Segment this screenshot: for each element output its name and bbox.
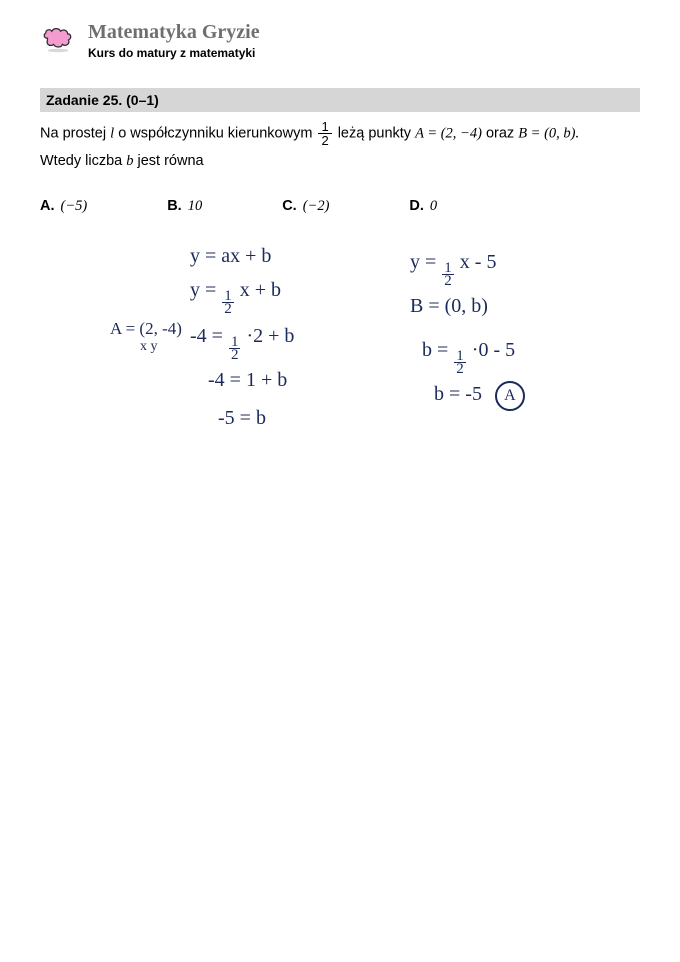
hw-line: b = -5 A <box>434 381 525 411</box>
hw-line: -4 = 1 + b <box>208 369 287 392</box>
hw-line: B = (0, b) <box>410 295 488 318</box>
handwritten-work: y = ax + b y = 12 x + b A = (2, -4) x y … <box>40 245 640 555</box>
text: Na prostej <box>40 126 110 142</box>
hw-line: -4 = 12 ·2 + b <box>190 325 294 361</box>
text: o współczynniku kierunkowym <box>118 126 316 142</box>
text: jest równa <box>138 153 204 169</box>
brain-icon <box>40 26 76 54</box>
hw-line: y = ax + b <box>190 245 271 268</box>
hw-line: y = 12 x - 5 <box>410 251 496 287</box>
var-b: b <box>126 153 133 169</box>
option-d: D.0 <box>409 198 437 215</box>
hw-line: -5 = b <box>218 407 266 430</box>
var-l: l <box>110 126 114 142</box>
fraction-half: 1 2 <box>318 120 331 147</box>
option-b: B.10 <box>167 198 202 215</box>
hw-annotation: A = (2, -4) <box>110 319 182 339</box>
circled-answer: A <box>495 381 525 411</box>
hw-line: y = 12 x + b <box>190 279 281 315</box>
brand-subtitle: Kurs do matury z matematyki <box>88 46 260 60</box>
point-a: A = (2, −4) <box>415 126 482 142</box>
hw-line: b = 12 ·0 - 5 <box>422 339 515 375</box>
task-prompt: Na prostej l o współczynniku kierunkowym… <box>40 120 640 175</box>
text: leżą punkty <box>338 126 415 142</box>
option-c: C.(−2) <box>282 198 329 215</box>
answer-options: A.(−5) B.10 C.(−2) D.0 <box>40 198 640 215</box>
task-heading: Zadanie 25. (0–1) <box>40 88 640 112</box>
text: Wtedy liczba <box>40 153 126 169</box>
denominator: 2 <box>318 134 331 147</box>
header: Matematyka Gryzie Kurs do matury z matem… <box>40 20 640 60</box>
point-b: B = (0, b). <box>518 126 579 142</box>
hw-annotation: x y <box>140 339 158 355</box>
option-a: A.(−5) <box>40 198 87 215</box>
numerator: 1 <box>318 120 331 134</box>
brand-title: Matematyka Gryzie <box>88 20 260 44</box>
text: oraz <box>486 126 518 142</box>
